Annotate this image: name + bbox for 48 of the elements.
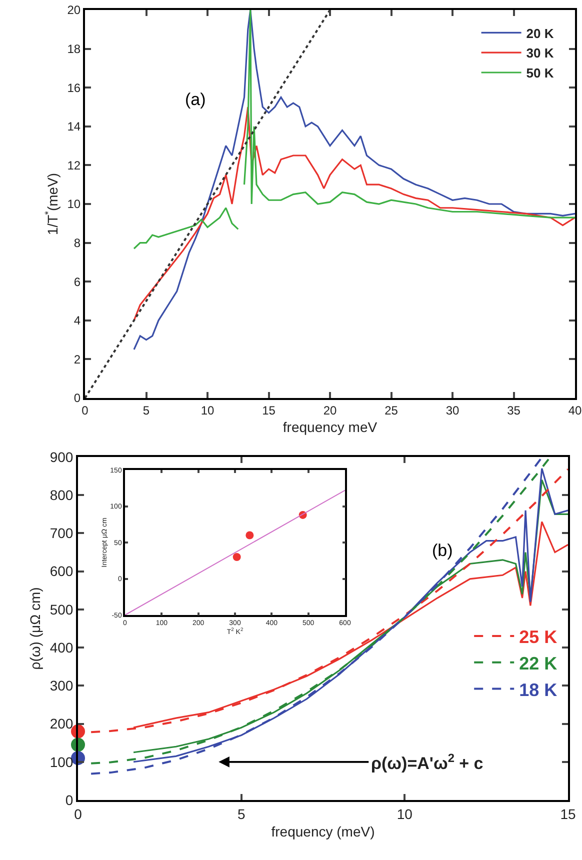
x-tick-label: 20 (323, 403, 337, 418)
y-tick-label: 12 (67, 158, 81, 172)
point (246, 531, 254, 540)
y-tick-label: 900 (50, 448, 74, 465)
x-tick-label: 15 (262, 403, 276, 418)
y-tick-label: 18 (67, 42, 81, 56)
x-tick-label: 35 (507, 403, 521, 418)
line-series (133, 10, 575, 350)
y-tick-label: 4 (74, 314, 81, 328)
x-axis-title: frequency (meV) (271, 824, 375, 840)
x-tick-label: 5 (237, 806, 246, 822)
y-tick-label: 200 (50, 716, 74, 732)
y-tick-label: 2 (74, 352, 81, 366)
x-tick-label: 10 (200, 403, 214, 418)
y-tick-label: 500 (50, 601, 74, 618)
y-tick-label: 100 (50, 754, 74, 770)
legend-label: 20 K (526, 26, 554, 41)
y-tick-label: 600 (50, 563, 74, 580)
legend-label: 30 K (526, 46, 554, 61)
annotation: ρ(ω)=A'ω$^{2}$ + c (371, 751, 484, 774)
annotation: (b) (432, 541, 453, 560)
legend-label: 25 K (519, 627, 558, 648)
annotation: (a) (185, 90, 206, 109)
legend-label: 22 K (519, 653, 558, 674)
y-tick-label: 400 (50, 639, 74, 656)
point (232, 553, 241, 561)
y-tick-label: 300 (50, 678, 74, 694)
y-tick-label: 8 (74, 236, 81, 250)
x-tick-label: 15 (560, 806, 576, 822)
x-tick-label: 25 (384, 403, 398, 418)
x-tick-label: 40 (568, 403, 582, 418)
y-tick-label: 800 (50, 487, 74, 504)
y-axis-title: ρ(ω) (μΩ cm) (26, 587, 43, 670)
x-tick-label: 10 (396, 806, 413, 822)
y-tick-label: 10 (67, 197, 81, 212)
y-tick-label: 20 (67, 3, 81, 18)
x-axis-title: frequency meV (282, 419, 378, 436)
y-tick-label: 0 (65, 792, 74, 808)
y-tick-label: 0 (74, 391, 81, 406)
legend-label: 50 K (526, 66, 554, 81)
y-tick-label: 14 (67, 120, 81, 134)
x-tick-label: 30 (446, 403, 460, 418)
line-series (90, 468, 568, 734)
x-tick-label: 5 (142, 403, 150, 418)
legend-label: 18 K (519, 680, 558, 700)
y-tick-label: 6 (74, 274, 81, 289)
y-tick-label: 16 (67, 80, 81, 95)
y-tick-label: 700 (50, 525, 74, 542)
